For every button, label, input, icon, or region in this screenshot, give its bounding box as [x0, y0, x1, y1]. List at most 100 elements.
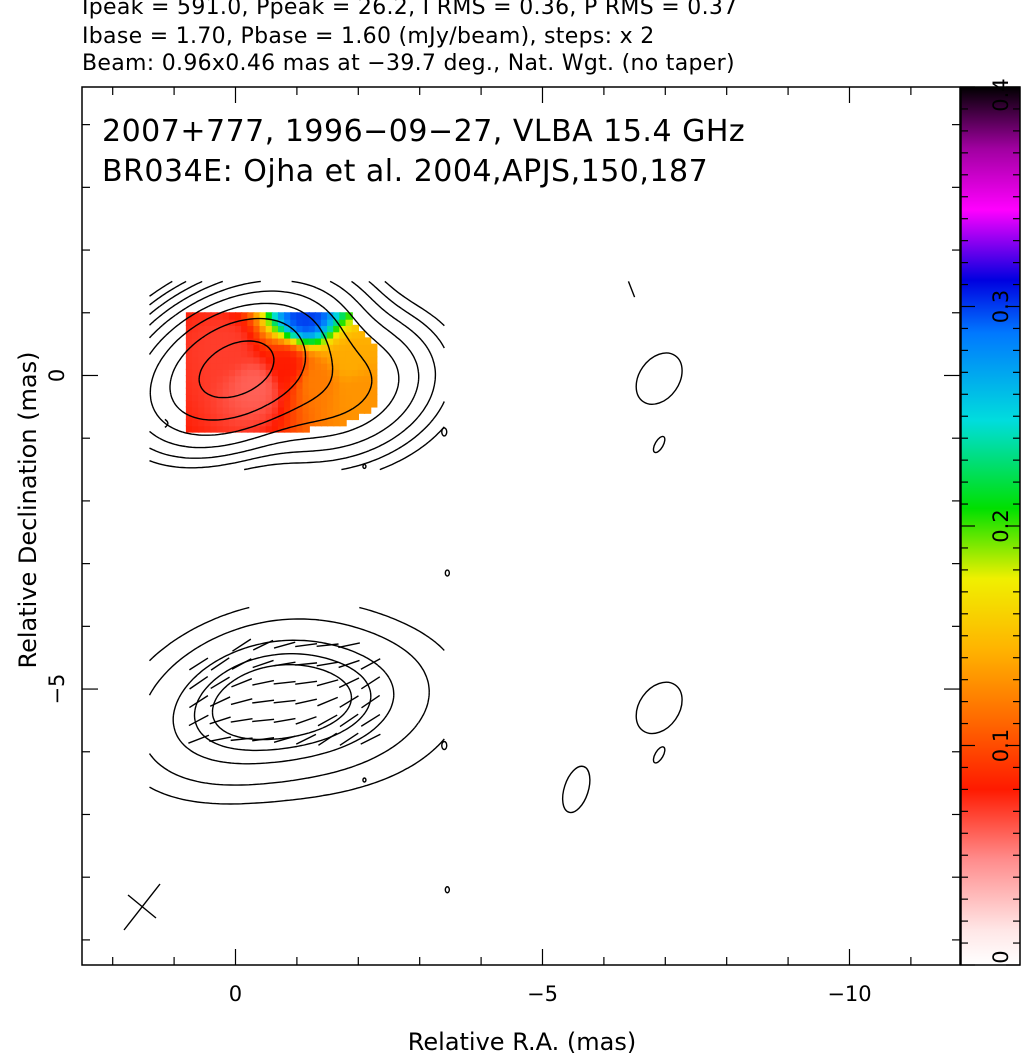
stokes-i-contours	[148, 280, 683, 894]
pol-pixel	[259, 356, 267, 364]
pol-pixel	[210, 406, 218, 414]
pol-pixel	[296, 362, 304, 370]
noise-contour	[441, 427, 448, 437]
pol-pixel	[339, 318, 347, 327]
pol-pixel	[247, 393, 255, 402]
pol-pixel	[327, 406, 335, 414]
pol-pixel	[333, 331, 341, 339]
pol-pixel	[314, 412, 323, 421]
pol-pixel	[198, 393, 206, 402]
pol-pixel	[253, 324, 261, 333]
pol-pixel	[192, 318, 200, 327]
pol-pixel	[357, 374, 366, 383]
pol-pixel	[296, 387, 304, 395]
pol-pixel	[357, 362, 366, 370]
pol-pixel	[216, 400, 224, 408]
pol-pixel	[222, 337, 231, 345]
pol-pixel	[198, 349, 206, 358]
pol-pixel	[198, 343, 206, 352]
plot-frame	[81, 86, 961, 966]
pol-pixel	[296, 356, 304, 364]
pol-pixel	[234, 356, 243, 364]
evpa-vector	[360, 658, 381, 670]
pol-pixel	[363, 337, 372, 345]
pol-pixel	[284, 324, 292, 333]
pol-pixel	[210, 324, 218, 333]
pol-pixel	[253, 368, 261, 377]
pol-pixel	[216, 368, 224, 377]
pol-pixel	[333, 349, 341, 358]
pol-pixel	[296, 406, 304, 414]
pol-pixel	[228, 418, 237, 427]
pol-pixel	[370, 393, 378, 402]
pol-pixel	[296, 418, 304, 427]
pol-pixel	[320, 356, 329, 364]
noise-contour	[444, 569, 451, 577]
pol-pixel	[185, 312, 194, 320]
pol-pixel	[357, 381, 366, 389]
pol-pixel	[351, 356, 359, 364]
pol-pixel	[357, 400, 366, 408]
pol-pixel	[259, 312, 267, 320]
evpa-vector	[316, 643, 339, 648]
pol-pixel	[333, 324, 341, 333]
pol-pixel	[241, 381, 249, 389]
pol-pixel	[185, 381, 194, 389]
pol-pixel	[259, 324, 267, 333]
pol-pixel	[198, 406, 206, 414]
pol-pixel	[271, 337, 280, 345]
pol-pixel	[253, 425, 261, 433]
pol-pixel	[363, 393, 372, 402]
pol-pixel	[357, 368, 366, 377]
pol-pixel	[327, 337, 335, 345]
pol-pixel	[370, 356, 378, 364]
pol-pixel	[222, 331, 231, 339]
pol-pixel	[314, 324, 323, 333]
pol-pixel	[241, 412, 249, 421]
pol-pixel	[333, 381, 341, 389]
pol-pixel	[216, 406, 224, 414]
pol-pixel	[234, 425, 243, 433]
pol-pixel	[290, 312, 298, 320]
pol-pixel	[210, 331, 218, 339]
pol-pixel	[339, 337, 347, 345]
pol-pixel	[265, 406, 274, 414]
y-tick-label: −5	[45, 674, 69, 705]
pol-pixel	[234, 374, 243, 383]
pol-pixel	[210, 412, 218, 421]
pol-pixel	[345, 362, 353, 370]
evpa-vector	[339, 713, 359, 728]
pol-pixel	[253, 343, 261, 352]
evpa-vector	[189, 675, 209, 690]
pol-pixel	[185, 331, 194, 339]
pol-pixel	[290, 362, 298, 370]
pol-pixel	[314, 312, 323, 320]
pol-pixel	[185, 374, 194, 383]
pol-pixel	[320, 418, 329, 427]
pol-pixel	[210, 343, 218, 352]
pol-pixel	[241, 356, 249, 364]
pol-pixel	[339, 393, 347, 402]
pol-pixel	[228, 324, 237, 333]
pol-pixel	[277, 425, 286, 433]
pol-pixel	[314, 381, 323, 389]
pol-pixel	[234, 418, 243, 427]
pol-pixel	[370, 349, 378, 358]
pol-pixel	[204, 387, 212, 395]
pol-pixel	[339, 400, 347, 408]
i-contour	[149, 280, 437, 471]
pol-pixel	[228, 425, 237, 433]
pol-pixel	[192, 331, 200, 339]
pol-pixel	[216, 349, 224, 358]
pol-pixel	[204, 318, 212, 327]
evpa-vector	[252, 639, 274, 651]
pol-pixel	[296, 318, 304, 327]
pol-pixel	[210, 387, 218, 395]
pol-pixel	[216, 387, 224, 395]
pol-pixel	[363, 381, 372, 389]
pol-pixel	[363, 368, 372, 377]
pol-pixel	[210, 374, 218, 383]
evpa-vector	[295, 698, 317, 705]
pol-pixel	[284, 349, 292, 358]
